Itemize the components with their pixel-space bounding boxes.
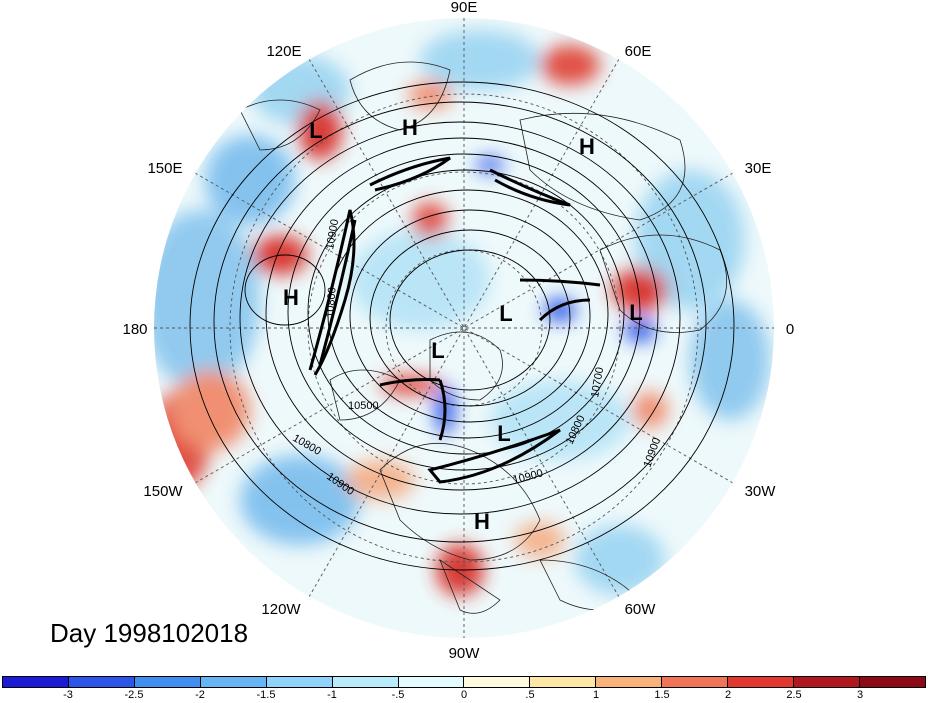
anomaly-field [154,18,774,638]
colorbar-box [464,677,531,687]
map-labels: 90E 60E 30E 0 30W 60W 90W 120W 150W 180 … [122,0,794,662]
contour-label: 10900 [642,436,664,469]
lon-label-30w: 30W [745,483,777,500]
coastlines [239,61,727,614]
colorbar-tick-label: 1 [592,689,600,701]
lon-label-60w: 60W [625,601,657,618]
colorbar [2,676,926,688]
colorbar-tick-label: -1 [327,689,337,701]
colorbar-tick-label: -3 [63,689,73,701]
colorbar-tick-label: -2.5 [124,689,144,701]
colorbar-tick-label: 2.5 [786,689,802,701]
contour-label: 10900 [512,467,545,487]
colorbar-tick-label: -1.5 [256,689,276,701]
colorbar-labels: -3 -2.5 -2 -1.5 -1 -.5 0 .5 1 1.5 2 2.5 3 [2,689,926,703]
colorbar-box [859,677,925,687]
colorbar-box [3,677,69,687]
lon-label-30e: 30E [745,160,772,177]
colorbar-box [530,677,597,687]
colorbar-box [200,677,267,687]
lon-label-60e: 60E [625,43,652,60]
high-pressure-label: H [402,115,418,140]
low-pressure-label: L [497,421,510,446]
colorbar-box [68,677,135,687]
high-pressure-label: H [283,285,299,310]
colorbar-tick-label: 3 [856,689,864,701]
colorbar-tick-label: 2 [724,689,732,701]
low-pressure-label: L [499,301,512,326]
contour-label: 10800 [324,287,339,319]
colorbar-box [266,677,333,687]
contour-label: 10800 [564,413,588,446]
colorbar-tick-label: -.5 [391,689,405,701]
jet-stream-contours [308,156,601,484]
colorbar-box [332,677,399,687]
colorbar-tick-label: -2 [195,689,205,701]
colorbar-tick-label: 0 [460,689,468,701]
high-pressure-label: H [474,509,490,534]
lon-label-150e: 150E [147,160,182,177]
lon-label-150w: 150W [143,483,183,500]
height-contours [189,81,735,571]
contour-label: 10900 [324,218,341,250]
lon-label-0: 0 [786,321,794,338]
colorbar-tick-label: .5 [525,689,535,701]
contour-label: 10700 [589,366,606,398]
colorbar-box [662,677,729,687]
contour-label: 10500 [348,400,379,412]
contour-label: 10900 [324,471,356,498]
colorbar-box [596,677,663,687]
low-pressure-label: L [309,118,322,143]
high-pressure-label: H [579,134,595,159]
day-title: Day 1998102018 [50,618,249,648]
lon-label-120e: 120E [266,43,301,60]
lon-label-180: 180 [122,321,147,338]
colorbar-tick-label: 1.5 [654,689,670,701]
colorbar-box [728,677,795,687]
lon-label-90e: 90E [451,0,478,16]
colorbar-box [134,677,201,687]
lon-label-120w: 120W [261,601,301,618]
colorbar-box [398,677,465,687]
lon-label-90w: 90W [449,645,481,662]
contour-label: 10800 [291,432,323,458]
low-pressure-label: L [431,338,444,363]
low-pressure-label: L [629,300,642,325]
polar-map [154,18,774,638]
colorbar-box [794,677,860,687]
